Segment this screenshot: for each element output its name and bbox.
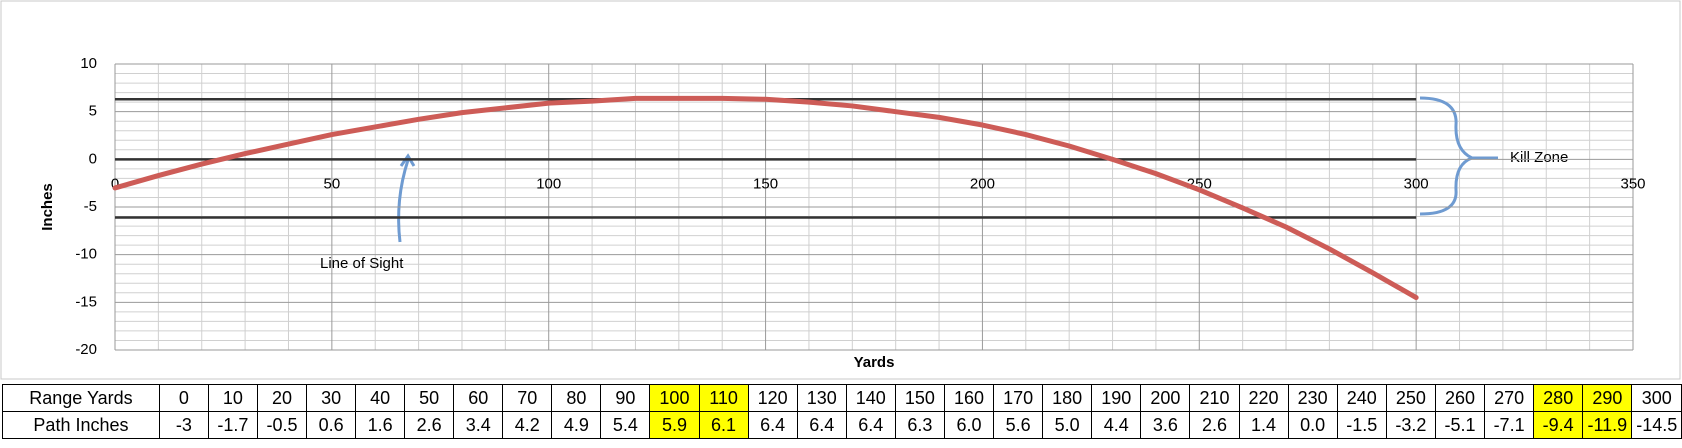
table-cell: -9.4 [1533, 411, 1584, 439]
row-label: Path Inches [2, 411, 160, 439]
y-tick-label: -10 [75, 246, 97, 263]
table-cell: 6.3 [894, 411, 945, 439]
table-cell: 240 [1336, 384, 1387, 412]
x-tick-label: 350 [1620, 175, 1645, 192]
table-cell: 190 [1091, 384, 1142, 412]
line-of-sight-arrow [397, 153, 416, 243]
table-cell: 6.0 [943, 411, 995, 439]
table-cell: 6.4 [796, 411, 847, 439]
table-cell: 5.4 [600, 411, 651, 439]
table-cell: 160 [943, 384, 995, 412]
table-cell: 0 [158, 384, 209, 412]
table-cell: 200 [1140, 384, 1191, 412]
table-cell: -0.5 [256, 411, 308, 439]
table-cell: 260 [1434, 384, 1486, 412]
y-tick-label: 10 [80, 55, 97, 72]
table-cell: 6.4 [845, 411, 896, 439]
table-cell: 180 [1042, 384, 1093, 412]
table-cell: 1.6 [355, 411, 406, 439]
table-row: Path Inches -3 -1.7 -0.5 0.6 1.6 2.6 3.4 4.2 4.9 5… [2, 411, 1682, 439]
data-table: Range Yards 0 10 20 30 40 50 60 70 80 90 100 110 120 1… [2, 384, 1682, 439]
table-cell: 40 [355, 384, 406, 412]
table-cell: 70 [502, 384, 553, 412]
table-row: Range Yards 0 10 20 30 40 50 60 70 80 90 100 110 120 1… [2, 384, 1682, 412]
table-cell: 220 [1238, 384, 1289, 412]
table-cell: 250 [1385, 384, 1436, 412]
table-cell: -1.5 [1336, 411, 1387, 439]
table-cell: 140 [845, 384, 896, 412]
y-tick-label: -15 [75, 293, 97, 310]
table-cell: 0.0 [1287, 411, 1338, 439]
y-axis-label: Inches [39, 183, 56, 231]
table-cell: 5.6 [993, 411, 1044, 439]
data-line [112, 95, 1419, 301]
table-cell: 110 [698, 384, 749, 412]
table-cell: 120 [747, 384, 798, 412]
y-tick-label: -20 [75, 341, 97, 358]
table-cell: 3.6 [1140, 411, 1191, 439]
table-cell: -14.5 [1631, 411, 1682, 439]
table-cell: 300 [1631, 384, 1682, 412]
x-tick-label: 100 [536, 175, 561, 192]
table-cell: 30 [306, 384, 357, 412]
table-cell: 6.4 [747, 411, 798, 439]
table-cell: 0.6 [306, 411, 357, 439]
annotation: Line of Sight [320, 255, 404, 272]
table-cell: -3 [158, 411, 209, 439]
table-cell: 210 [1189, 384, 1240, 412]
annotation: Kill Zone [1510, 149, 1568, 166]
table-cell: 150 [894, 384, 945, 412]
table-cell: 280 [1533, 384, 1584, 412]
table-cell: 4.2 [502, 411, 553, 439]
table-cell: 10 [207, 384, 258, 412]
x-axis-label: Yards [854, 354, 895, 371]
table-cell: 50 [404, 384, 455, 412]
x-tick-label: 0 [111, 175, 119, 192]
table-cell: 1.4 [1238, 411, 1289, 439]
table-cell: -11.9 [1582, 411, 1633, 439]
table-cell: 100 [649, 384, 700, 412]
table-cell: 130 [796, 384, 847, 412]
table-cell: 80 [551, 384, 602, 412]
table-cell: -7.1 [1484, 411, 1535, 439]
table-cell: -5.1 [1434, 411, 1486, 439]
table-cell: -1.7 [207, 411, 258, 439]
table-cell: 270 [1484, 384, 1535, 412]
table-cell: 170 [993, 384, 1044, 412]
table-cell: 3.4 [453, 411, 504, 439]
table-cell: 2.6 [1189, 411, 1240, 439]
table-cell: 90 [600, 384, 651, 412]
row-label: Range Yards [2, 384, 160, 412]
x-tick-label: 300 [1404, 175, 1429, 192]
table-cell: 2.6 [404, 411, 455, 439]
table-cell: 4.4 [1091, 411, 1142, 439]
x-tick-label: 150 [753, 175, 778, 192]
chart: Inches Yards Line of Sight Kill Zone 0 50… [0, 0, 1681, 380]
table-cell: 20 [256, 384, 308, 412]
y-tick-label: -5 [84, 198, 97, 215]
x-tick-label: 50 [324, 175, 341, 192]
table-cell: 60 [453, 384, 504, 412]
x-tick-label: 200 [970, 175, 995, 192]
table-cell: 6.1 [698, 411, 749, 439]
table-cell: 5.0 [1042, 411, 1093, 439]
y-tick-label: 5 [89, 103, 97, 120]
table-cell: 230 [1287, 384, 1338, 412]
table-cell: 290 [1582, 384, 1633, 412]
table-cell: -3.2 [1385, 411, 1436, 439]
table-cell: 4.9 [551, 411, 602, 439]
y-tick-label: 0 [89, 150, 97, 167]
table-cell: 5.9 [649, 411, 700, 439]
